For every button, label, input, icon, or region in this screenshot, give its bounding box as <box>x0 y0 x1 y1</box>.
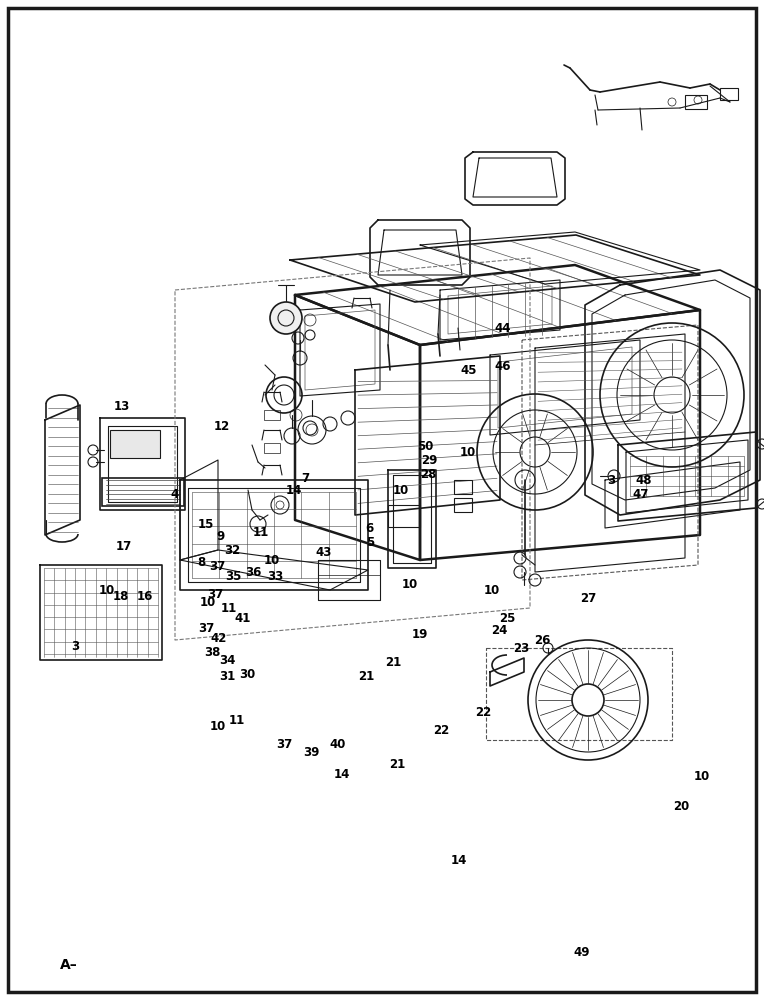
Text: 30: 30 <box>239 668 256 680</box>
Text: 12: 12 <box>213 420 230 432</box>
Text: 21: 21 <box>358 670 375 682</box>
Text: 10: 10 <box>199 595 216 608</box>
Bar <box>264 443 280 453</box>
Bar <box>264 410 280 420</box>
Text: 10: 10 <box>401 578 418 590</box>
Text: 11: 11 <box>253 526 270 538</box>
Text: 24: 24 <box>491 624 508 637</box>
Text: 10: 10 <box>392 484 409 496</box>
Text: 29: 29 <box>421 454 438 466</box>
Bar <box>102 478 184 506</box>
Text: 21: 21 <box>389 758 406 770</box>
Text: 11: 11 <box>228 714 245 726</box>
Text: 14: 14 <box>450 854 467 866</box>
Bar <box>110 430 160 458</box>
Text: 9: 9 <box>216 530 224 542</box>
Text: 14: 14 <box>334 768 351 782</box>
Text: 37: 37 <box>207 587 224 600</box>
Text: 7: 7 <box>302 472 309 485</box>
Text: 37: 37 <box>198 621 215 635</box>
Text: 49: 49 <box>574 946 591 958</box>
Bar <box>454 480 472 494</box>
Bar <box>720 88 738 100</box>
Bar <box>685 95 707 109</box>
Text: 19: 19 <box>412 628 429 641</box>
Text: 36: 36 <box>245 566 262 578</box>
Text: 6: 6 <box>366 522 374 534</box>
Text: 8: 8 <box>198 556 206 568</box>
Text: 37: 37 <box>276 738 293 752</box>
Text: 27: 27 <box>580 591 597 604</box>
Text: 26: 26 <box>534 634 551 647</box>
Text: 41: 41 <box>235 611 251 624</box>
Circle shape <box>270 302 302 334</box>
Bar <box>388 505 420 527</box>
Text: 10: 10 <box>693 770 710 782</box>
Text: 10: 10 <box>484 584 500 596</box>
Text: 39: 39 <box>303 746 320 758</box>
Text: 37: 37 <box>209 560 225 572</box>
Text: 45: 45 <box>461 363 478 376</box>
Text: 38: 38 <box>204 646 221 658</box>
Text: 31: 31 <box>219 670 236 682</box>
Text: 13: 13 <box>114 399 131 412</box>
Text: 46: 46 <box>494 360 511 372</box>
Text: 25: 25 <box>499 611 516 624</box>
Text: 33: 33 <box>267 570 283 582</box>
Text: 22: 22 <box>433 724 450 736</box>
Text: 44: 44 <box>494 322 511 334</box>
Text: 32: 32 <box>224 544 241 556</box>
Text: 34: 34 <box>219 654 236 666</box>
Text: 14: 14 <box>285 484 302 496</box>
Text: 35: 35 <box>225 570 241 582</box>
Text: 17: 17 <box>115 540 132 552</box>
Text: 10: 10 <box>459 446 476 458</box>
Text: 20: 20 <box>673 800 690 812</box>
Text: 48: 48 <box>635 474 652 487</box>
Text: 50: 50 <box>416 440 433 452</box>
Text: 16: 16 <box>137 589 154 602</box>
Text: 10: 10 <box>99 584 115 596</box>
Text: 10: 10 <box>264 554 280 566</box>
Text: 21: 21 <box>385 656 402 668</box>
Text: 5: 5 <box>366 536 374 548</box>
Text: 11: 11 <box>221 601 238 614</box>
Text: 3: 3 <box>607 474 615 487</box>
Bar <box>454 498 472 512</box>
Text: 3: 3 <box>71 640 79 652</box>
Text: 23: 23 <box>513 642 529 654</box>
Text: 42: 42 <box>210 632 227 645</box>
Text: 47: 47 <box>632 488 649 500</box>
Text: 18: 18 <box>112 589 129 602</box>
Text: 15: 15 <box>198 518 215 530</box>
Text: 10: 10 <box>209 720 226 732</box>
Bar <box>272 317 288 327</box>
Text: 28: 28 <box>419 468 436 481</box>
Text: 43: 43 <box>316 546 332 558</box>
Text: 4: 4 <box>170 488 178 500</box>
Text: 40: 40 <box>329 738 346 750</box>
Text: A–: A– <box>60 958 78 972</box>
Text: 22: 22 <box>474 706 491 718</box>
